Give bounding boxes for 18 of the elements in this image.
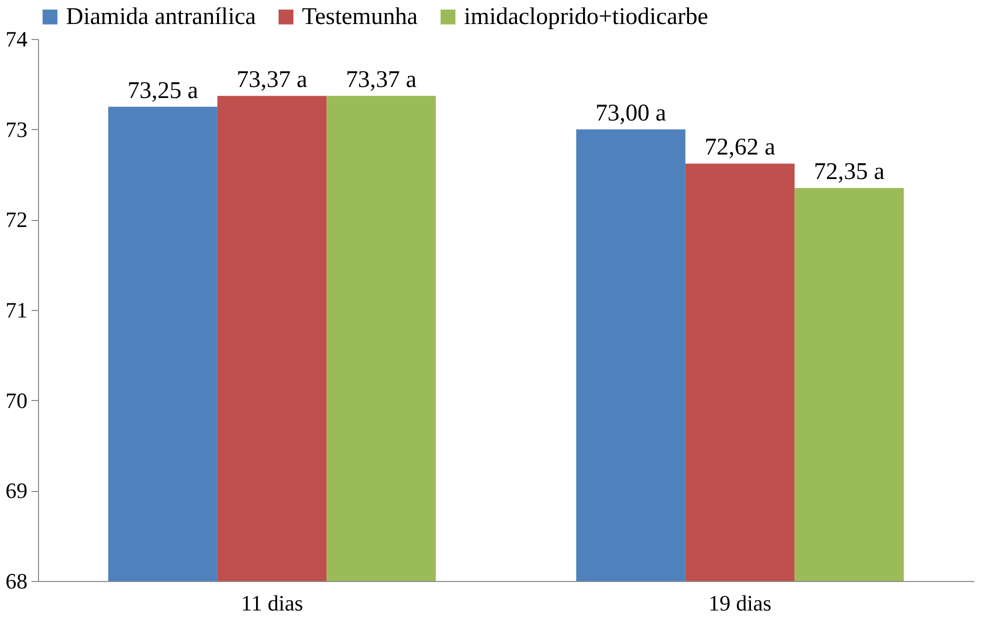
data-label: 73,25 a (127, 78, 198, 104)
y-tick-label: 73 (6, 116, 28, 142)
x-tick-label: 19 dias (708, 590, 772, 616)
data-label: 73,37 a (236, 66, 308, 93)
y-tick-label: 68 (6, 568, 28, 594)
y-tick-label: 69 (6, 478, 28, 504)
data-label: 73,00 a (595, 100, 666, 126)
y-tick-label: 74 (6, 26, 28, 52)
data-label: 73,37 a (346, 66, 417, 93)
data-label: 72,35 a (814, 159, 885, 186)
y-tick-label: 70 (6, 388, 28, 413)
legend-label: imidacloprido+tiodicarbe (464, 4, 708, 30)
legend-label: Diamida antranílica (66, 4, 256, 30)
y-tick-label: 71 (6, 298, 28, 322)
x-tick-label: 11 dias (240, 590, 304, 616)
legend-label: Testemunha (302, 4, 418, 30)
y-tick-label: 72 (6, 207, 28, 232)
data-label: 72,62 a (704, 134, 776, 161)
